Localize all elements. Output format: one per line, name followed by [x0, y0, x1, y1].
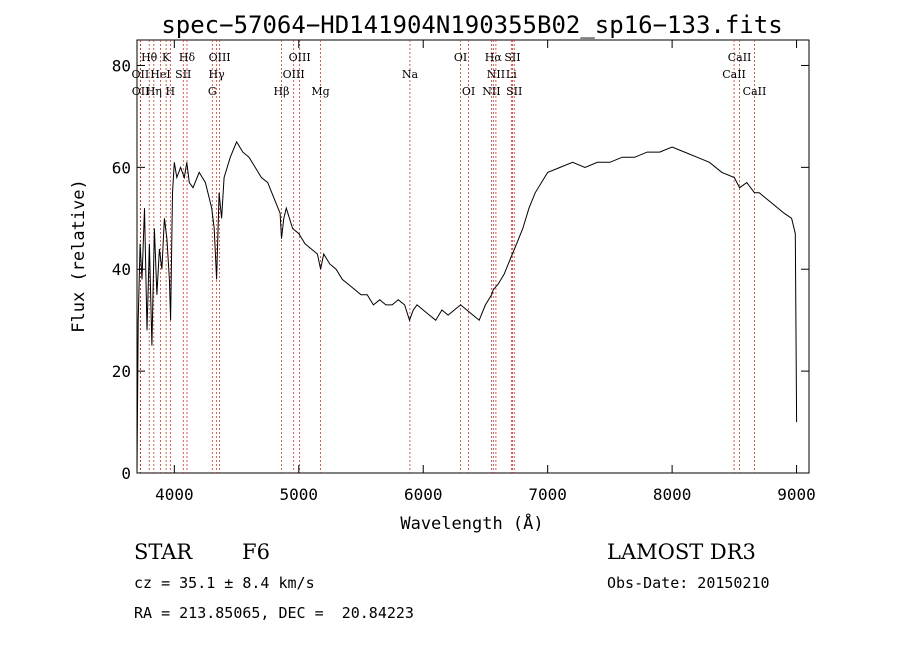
spectral-line-label: Hα	[485, 51, 503, 64]
y-tick-label: 80	[112, 56, 131, 75]
y-tick-label: 60	[112, 158, 131, 177]
spectral-line-label: SII	[175, 68, 191, 81]
spectral-line-label: G	[208, 85, 217, 98]
x-tick-label: 8000	[653, 485, 692, 504]
y-axis-title: Flux (relative)	[69, 179, 89, 333]
spectral-line-label: NII	[487, 68, 505, 81]
sky-coordinates: RA = 213.85065, DEC = 20.84223	[134, 604, 414, 622]
spectral-line-label: Hγ	[209, 68, 226, 81]
spectral-line-label: Hδ	[179, 51, 196, 64]
spectral-line-label: Li	[506, 68, 517, 81]
spectral-line-label: CaII	[728, 51, 752, 64]
spectral-line-label: OIII	[209, 51, 231, 64]
spectrum-line	[136, 140, 798, 474]
spectral-line-label: SII	[506, 85, 522, 98]
spectral-line-label: OI	[462, 85, 475, 98]
spectral-line-markers	[139, 40, 755, 473]
spectral-line-label: OI	[454, 51, 467, 64]
chart-title: spec−57064−HD141904N190355B02_sp16−133.f…	[161, 11, 782, 39]
spectral-line-label: Hβ	[274, 85, 290, 98]
redshift-cz: cz = 35.1 ± 8.4 km/s	[134, 574, 315, 592]
y-tick-label: 0	[121, 464, 131, 483]
spectral-line-label: HeI	[150, 68, 170, 81]
spectral-line-label: OIII	[283, 68, 305, 81]
x-tick-label: 7000	[528, 485, 567, 504]
spectral-line-label: SII	[504, 51, 520, 64]
x-tick-label: 4000	[155, 485, 194, 504]
x-axis-title: Wavelength (Å)	[400, 512, 543, 534]
x-axis-ticks: 4000 5000 6000 7000 8000 9000	[155, 40, 816, 504]
spectral-line-label: Hθ	[141, 51, 158, 64]
spectral-line-label: Na	[402, 68, 419, 81]
x-tick-label: 5000	[280, 485, 319, 504]
spectral-line-label: Hη	[146, 85, 162, 98]
object-subclass: F6	[242, 540, 270, 564]
spectral-line-label: OII	[132, 68, 150, 81]
spectral-line-label: K	[162, 51, 171, 64]
spectral-line-label: OIII	[289, 51, 311, 64]
y-tick-label: 40	[112, 260, 131, 279]
spectral-line-label: OII	[132, 85, 150, 98]
spectral-line-label: CaII	[743, 85, 767, 98]
y-axis-ticks: 0 20 40 60 80	[112, 56, 809, 483]
spectral-line-label: CaII	[722, 68, 746, 81]
observation-date: Obs-Date: 20150210	[607, 574, 770, 592]
x-tick-label: 9000	[777, 485, 816, 504]
survey-name: LAMOST DR3	[607, 540, 756, 564]
plot-frame	[136, 39, 810, 474]
spectral-line-label: H	[166, 85, 176, 98]
x-tick-label: 6000	[404, 485, 443, 504]
object-type: STAR	[134, 540, 193, 564]
spectral-line-label: NII	[482, 85, 500, 98]
y-tick-label: 20	[112, 362, 131, 381]
spectral-line-label: Mg	[311, 85, 329, 98]
